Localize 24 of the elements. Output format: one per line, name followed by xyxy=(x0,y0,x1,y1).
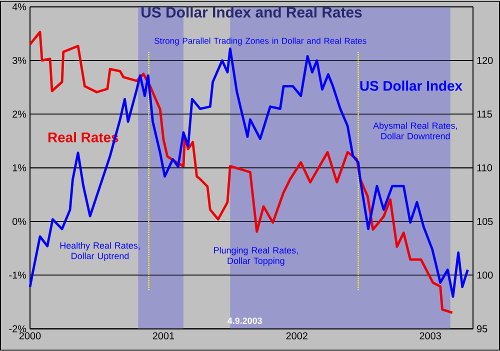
x-tick-label: 2002 xyxy=(286,332,308,340)
y-tick-label: -1% xyxy=(9,272,26,279)
y-tick-label: 1% xyxy=(12,164,26,172)
annotation: Healthy Real Rates, Dollar Uptrend xyxy=(60,242,140,262)
annotation: 4.9.2003 xyxy=(228,318,262,324)
series-label: US Dollar Index xyxy=(360,80,462,91)
x-tick-label: 2000 xyxy=(19,332,41,340)
y2-tick-label: 115 xyxy=(477,110,492,118)
y2-tick-label: 95 xyxy=(477,325,488,332)
y-tick-label: 4% xyxy=(12,3,26,10)
annotation: Plunging Real Rates, Dollar Topping xyxy=(214,247,298,266)
chart-title: US Dollar Index and Real Rates xyxy=(142,6,362,18)
y2-tick-label: 105 xyxy=(477,218,493,226)
y2-tick-label: 110 xyxy=(477,164,492,172)
x-tick-label: 2003 xyxy=(420,332,441,340)
y-tick-label: 3% xyxy=(12,57,26,64)
y-tick-label: 0% xyxy=(12,218,26,226)
annotation: Strong Parallel Trading Zones in Dollar and Real Rates xyxy=(154,38,366,46)
y2-tick-label: 100 xyxy=(477,272,493,279)
x-tick-label: 2001 xyxy=(152,332,174,340)
y-tick-label: 2% xyxy=(12,110,26,118)
y2-tick-label: 120 xyxy=(477,57,493,64)
y-tick-label: -2% xyxy=(9,325,26,332)
annotation: Abysmal Real Rates, Dollar Downtrend xyxy=(373,122,457,140)
